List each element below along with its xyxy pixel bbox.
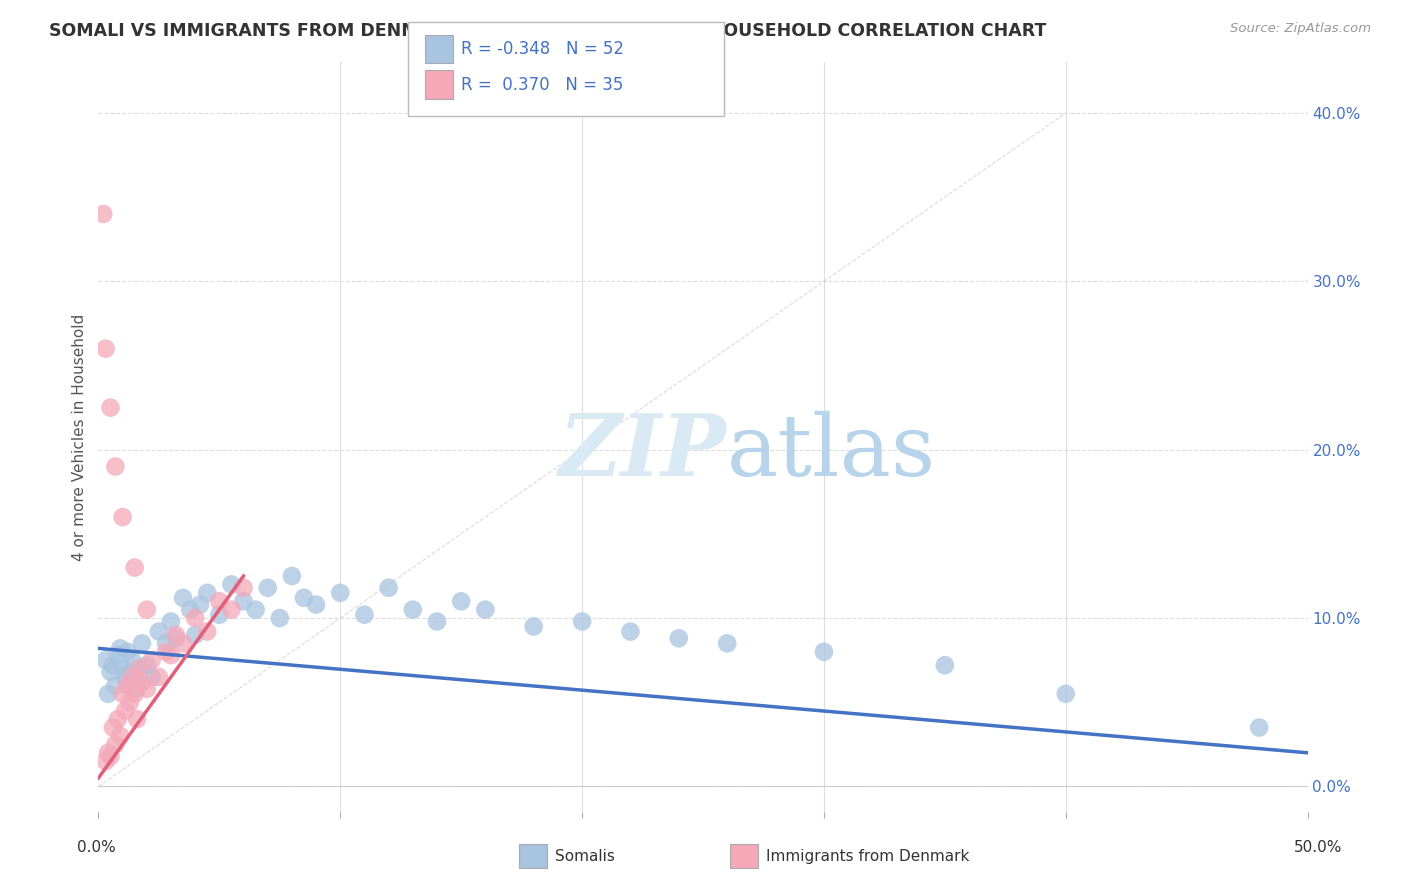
Point	[813, 645, 835, 659]
Point	[127, 712, 149, 726]
Point	[668, 632, 690, 646]
Point	[232, 581, 254, 595]
Point	[94, 342, 117, 356]
Point	[172, 591, 194, 605]
Point	[124, 560, 146, 574]
Point	[619, 624, 641, 639]
Point	[1054, 687, 1077, 701]
Point	[281, 569, 304, 583]
Point	[160, 615, 183, 629]
Text: 50.0%: 50.0%	[1295, 840, 1343, 855]
Point	[104, 737, 127, 751]
Point	[353, 607, 375, 622]
Point	[474, 602, 496, 616]
Point	[292, 591, 315, 605]
Text: R =  0.370   N = 35: R = 0.370 N = 35	[461, 76, 623, 94]
Point	[195, 624, 218, 639]
Point	[111, 510, 134, 524]
Point	[184, 611, 207, 625]
Point	[165, 632, 187, 646]
Point	[97, 746, 120, 760]
Point	[716, 636, 738, 650]
Point	[172, 636, 194, 650]
Point	[184, 628, 207, 642]
Point	[377, 581, 399, 595]
Point	[141, 670, 163, 684]
Y-axis label: 4 or more Vehicles in Household: 4 or more Vehicles in Household	[72, 313, 87, 561]
Point	[208, 607, 231, 622]
Point	[221, 602, 243, 616]
Point	[117, 678, 139, 692]
Point	[101, 721, 124, 735]
Point	[305, 598, 328, 612]
Point	[135, 602, 157, 616]
Point	[135, 658, 157, 673]
Point	[188, 598, 211, 612]
Point	[118, 695, 141, 709]
Text: Immigrants from Denmark: Immigrants from Denmark	[766, 849, 970, 863]
Point	[135, 681, 157, 696]
Point	[329, 586, 352, 600]
Point	[128, 662, 150, 676]
Point	[269, 611, 291, 625]
Point	[155, 636, 177, 650]
Point	[128, 662, 150, 676]
Text: R = -0.348   N = 52: R = -0.348 N = 52	[461, 40, 624, 58]
Point	[91, 207, 114, 221]
Point	[124, 687, 146, 701]
Point	[165, 628, 187, 642]
Point	[523, 619, 546, 633]
Text: ZIP: ZIP	[560, 410, 727, 494]
Point	[107, 648, 129, 662]
Point	[94, 754, 117, 768]
Point	[118, 665, 141, 679]
Point	[107, 712, 129, 726]
Point	[195, 586, 218, 600]
Point	[571, 615, 593, 629]
Point	[450, 594, 472, 608]
Point	[208, 594, 231, 608]
Point	[97, 687, 120, 701]
Point	[141, 653, 163, 667]
Point	[121, 653, 143, 667]
Point	[1249, 721, 1271, 735]
Point	[100, 665, 122, 679]
Point	[179, 602, 201, 616]
Point	[108, 641, 131, 656]
Point	[155, 645, 177, 659]
Point	[108, 729, 131, 743]
Point	[121, 670, 143, 684]
Point	[160, 648, 183, 662]
Point	[114, 704, 136, 718]
Point	[221, 577, 243, 591]
Point	[114, 670, 136, 684]
Text: Source: ZipAtlas.com: Source: ZipAtlas.com	[1230, 22, 1371, 36]
Point	[232, 594, 254, 608]
Point	[104, 678, 127, 692]
Text: atlas: atlas	[727, 410, 936, 493]
Point	[100, 749, 122, 764]
Point	[934, 658, 956, 673]
Point	[131, 636, 153, 650]
Text: 0.0%: 0.0%	[77, 840, 117, 855]
Point	[402, 602, 425, 616]
Point	[94, 653, 117, 667]
Point	[101, 658, 124, 673]
Point	[127, 681, 149, 696]
Point	[256, 581, 278, 595]
Point	[111, 662, 134, 676]
Point	[100, 401, 122, 415]
Point	[426, 615, 449, 629]
Point	[111, 687, 134, 701]
Point	[104, 459, 127, 474]
Text: SOMALI VS IMMIGRANTS FROM DENMARK 4 OR MORE VEHICLES IN HOUSEHOLD CORRELATION CH: SOMALI VS IMMIGRANTS FROM DENMARK 4 OR M…	[49, 22, 1046, 40]
Text: Somalis: Somalis	[555, 849, 616, 863]
Point	[148, 624, 170, 639]
Point	[245, 602, 267, 616]
Point	[117, 645, 139, 659]
Point	[131, 675, 153, 690]
Point	[124, 675, 146, 690]
Point	[148, 670, 170, 684]
